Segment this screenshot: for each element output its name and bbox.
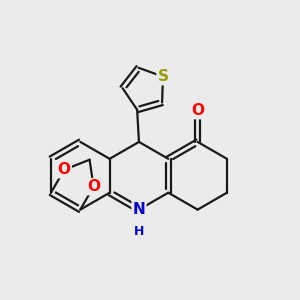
Text: H: H [134,225,144,238]
Text: O: O [58,162,71,177]
Text: N: N [133,202,145,217]
Text: O: O [87,179,100,194]
Text: S: S [158,69,169,84]
Text: O: O [191,103,204,118]
